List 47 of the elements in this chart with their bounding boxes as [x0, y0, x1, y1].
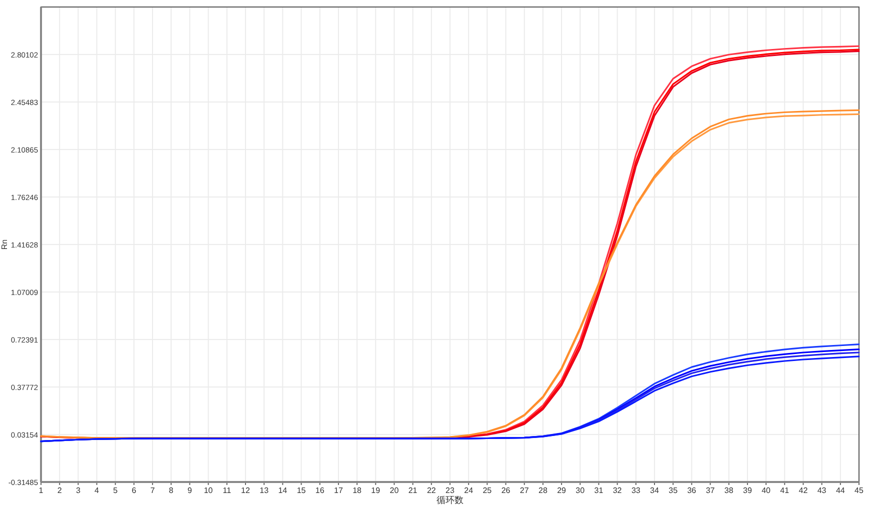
x-tick-label: 17 — [334, 486, 344, 495]
x-tick-label: 26 — [501, 486, 511, 495]
x-tick-label: 34 — [650, 486, 660, 495]
x-tick-label: 43 — [817, 486, 827, 495]
x-tick-label: 22 — [426, 486, 436, 495]
x-tick-label: 7 — [150, 486, 156, 495]
x-tick-label: 31 — [594, 486, 604, 495]
x-tick-label: 36 — [687, 486, 697, 495]
x-tick-label: 11 — [222, 486, 232, 495]
x-tick-label: 45 — [854, 486, 864, 495]
x-tick-label: 44 — [836, 486, 846, 495]
x-tick-label: 13 — [260, 486, 270, 495]
x-tick-label: 2 — [57, 486, 62, 495]
x-tick-label: 39 — [743, 486, 752, 495]
y-axis-title: Rn — [0, 239, 9, 250]
x-tick-label: 28 — [538, 486, 548, 495]
x-tick-label: 6 — [132, 486, 137, 495]
x-tick-label: 40 — [762, 486, 772, 495]
x-tick-label: 24 — [464, 486, 474, 495]
x-tick-label: 30 — [576, 486, 586, 495]
x-tick-label: 5 — [113, 486, 118, 495]
x-tick-label: 41 — [780, 486, 790, 495]
x-tick-label: 27 — [520, 486, 530, 495]
x-tick-label: 10 — [204, 486, 214, 495]
x-tick-label: 16 — [315, 486, 325, 495]
x-tick-label: 35 — [668, 486, 678, 495]
x-tick-label: 15 — [296, 486, 306, 495]
x-tick-label: 1 — [38, 486, 44, 495]
x-tick-label: 14 — [278, 486, 288, 495]
x-tick-label: 12 — [241, 486, 250, 495]
x-tick-label: 42 — [798, 486, 808, 495]
x-tick-label: 21 — [408, 486, 418, 495]
x-tick-label: 38 — [724, 486, 734, 495]
x-tick-label: 4 — [94, 486, 100, 495]
x-axis-title: 循环数 — [436, 495, 464, 505]
x-tick-label: 19 — [371, 486, 381, 495]
x-tick-label: 29 — [557, 486, 567, 495]
x-tick-label: 18 — [352, 486, 362, 495]
x-tick-label: 9 — [188, 486, 192, 495]
x-tick-label: 32 — [612, 486, 622, 495]
x-tick-label: 8 — [168, 486, 174, 495]
x-tick-label: 25 — [482, 486, 492, 495]
x-tick-label: 20 — [390, 486, 400, 495]
x-tick-label: 23 — [446, 486, 455, 495]
x-tick-label: 33 — [631, 486, 641, 495]
x-tick-label: 37 — [706, 486, 716, 495]
x-tick-label: 3 — [76, 486, 81, 495]
